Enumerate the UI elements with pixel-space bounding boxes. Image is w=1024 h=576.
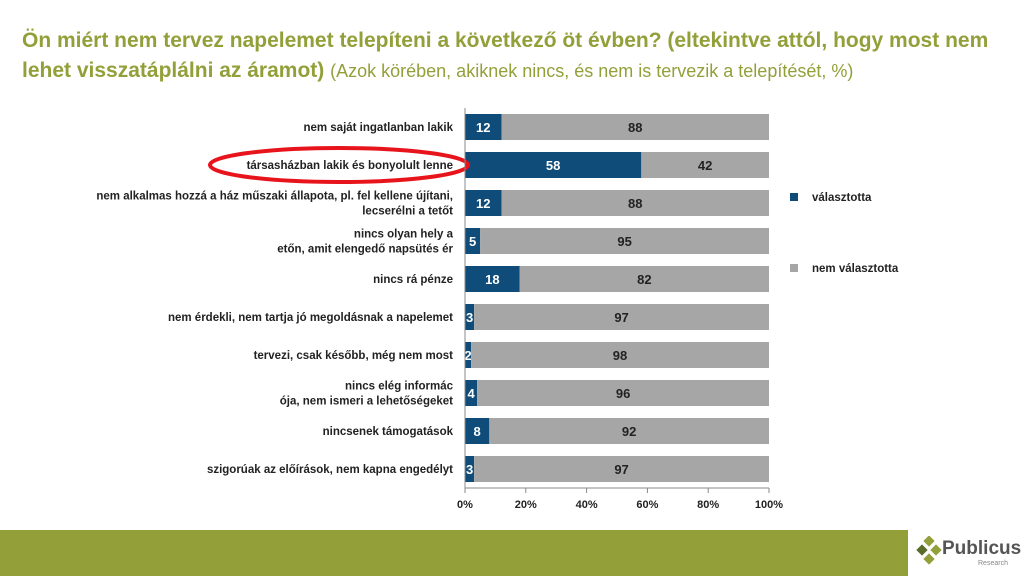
category-label: nincsenek támogatások: [323, 426, 454, 438]
data-label: 3: [466, 462, 473, 477]
bar-chosen: [465, 418, 490, 444]
x-tick-label: 0%: [457, 499, 473, 511]
data-label: 42: [698, 158, 712, 173]
data-label: 4: [467, 386, 475, 401]
category-label: nem érdekli, nem tartja jó megoldásnak a…: [168, 312, 453, 324]
logo-icon: [916, 536, 942, 565]
legend-swatch: [790, 193, 798, 201]
category-label: lecserélni a tetőt: [362, 206, 453, 218]
publicus-logo: Publicus Research: [916, 534, 1024, 574]
bar-chosen: [465, 266, 520, 292]
bar-not-chosen: [641, 152, 769, 178]
data-label: 97: [614, 462, 628, 477]
bar-not-chosen: [501, 190, 769, 216]
bar-chosen: [465, 342, 472, 368]
legend-label: választotta: [812, 192, 872, 204]
data-label: 88: [628, 196, 642, 211]
bar-chosen: [465, 114, 502, 140]
bar-not-chosen: [489, 418, 769, 444]
data-label: 12: [476, 196, 490, 211]
category-label: nincs rá pénze: [373, 274, 453, 286]
data-label: 12: [476, 120, 490, 135]
category-label: társasházban lakik és bonyolult lenne: [247, 160, 453, 172]
bar-not-chosen: [519, 266, 769, 292]
highlight-ellipse: [208, 146, 470, 184]
bar-chosen: [465, 228, 481, 254]
data-label: 58: [546, 158, 560, 173]
bar-chosen: [465, 304, 475, 330]
bar-not-chosen: [474, 304, 769, 330]
x-tick-label: 60%: [636, 499, 658, 511]
data-label: 82: [637, 272, 651, 287]
category-label: nem saját ingatlanban lakik: [303, 122, 453, 134]
logo-sub: Research: [978, 560, 1008, 567]
bar-not-chosen: [477, 380, 769, 406]
category-label: etőn, amit elengedő napsütés ér: [277, 244, 453, 256]
data-label: 88: [628, 120, 642, 135]
data-label: 97: [614, 310, 628, 325]
data-label: 18: [485, 272, 499, 287]
category-label: nem alkalmas hozzá a ház műszaki állapot…: [96, 191, 453, 203]
x-tick-label: 40%: [576, 499, 598, 511]
data-label: 92: [622, 424, 636, 439]
legend-label: nem választotta: [812, 263, 899, 275]
bar-chosen: [465, 380, 478, 406]
category-label: nincs olyan hely a: [354, 229, 454, 241]
title-subtitle: (Azok körében, akiknek nincs, és nem is …: [330, 61, 854, 81]
data-label: 3: [466, 310, 473, 325]
x-tick-label: 100%: [755, 499, 783, 511]
data-label: 98: [613, 348, 627, 363]
x-tick-label: 80%: [697, 499, 719, 511]
bar-not-chosen: [480, 228, 769, 254]
bar-chosen: [465, 152, 642, 178]
x-tick-label: 20%: [515, 499, 537, 511]
title-main: Ön miért nem tervez napelemet telepíteni…: [22, 29, 989, 82]
data-label: 96: [616, 386, 630, 401]
category-label: nincs elég informác: [345, 381, 454, 393]
data-label: 5: [469, 234, 476, 249]
legend-swatch: [790, 264, 798, 272]
bar-chosen: [465, 456, 475, 482]
category-label: szigorúak az előírások, nem kapna engedé…: [207, 464, 453, 476]
data-label: 2: [464, 348, 471, 363]
bar-not-chosen: [474, 456, 769, 482]
data-label: 8: [474, 424, 481, 439]
bar-not-chosen: [501, 114, 769, 140]
category-label: tervezi, csak később, még nem most: [254, 350, 454, 362]
data-label: 95: [617, 234, 631, 249]
bar-chosen: [465, 190, 502, 216]
logo-name: Publicus: [942, 538, 1022, 559]
bar-not-chosen: [471, 342, 769, 368]
category-label: ója, nem ismeri a lehetőségeket: [280, 396, 453, 408]
chart-title: Ön miért nem tervez napelemet telepíteni…: [22, 26, 1012, 86]
footer-band: [0, 530, 908, 576]
